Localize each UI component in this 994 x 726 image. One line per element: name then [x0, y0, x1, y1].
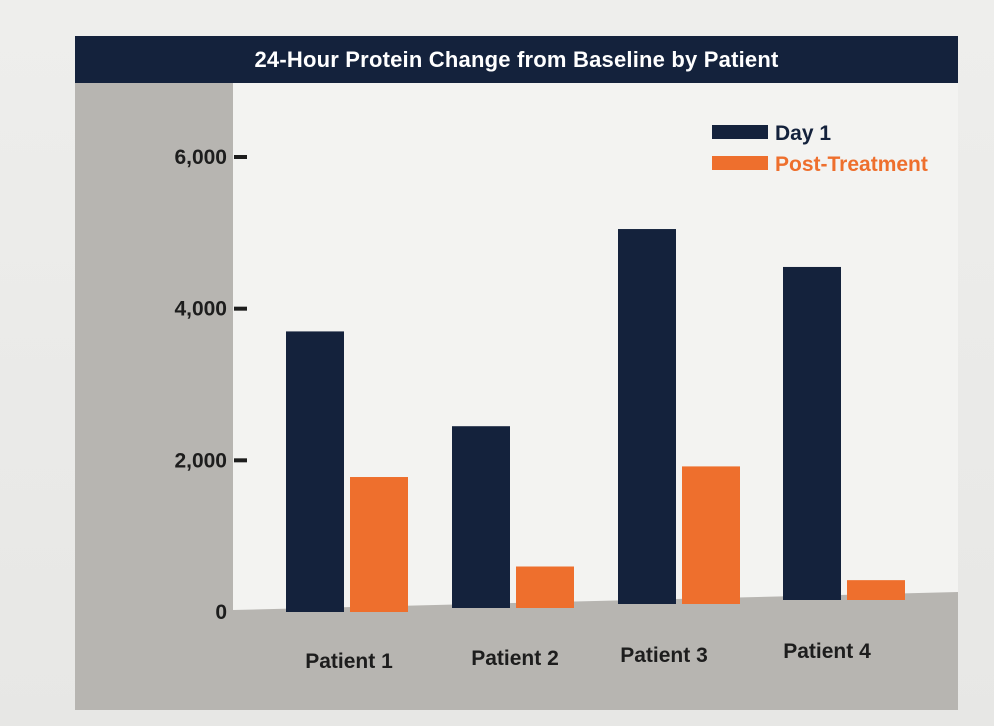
axis-band — [75, 83, 958, 710]
x-category-label: Patient 1 — [305, 650, 393, 673]
bar-day-1-4 — [783, 266, 841, 600]
y-tick-mark — [234, 155, 247, 159]
y-tick-label: 0 — [215, 601, 227, 624]
bar-group — [286, 229, 905, 612]
bar-day-1-2 — [452, 426, 510, 608]
bar-post-treatment-3 — [682, 466, 740, 604]
x-category-label: Patient 3 — [620, 644, 708, 667]
y-tick-label: 4,000 — [174, 298, 227, 321]
chart-title: 24-Hour Protein Change from Baseline by … — [254, 46, 779, 72]
legend: Day 1 Post-Treatment — [712, 122, 928, 176]
y-tick-mark — [234, 306, 247, 311]
legend-swatch — [712, 156, 768, 170]
chart-title-bar: 24-Hour Protein Change from Baseline by … — [75, 36, 958, 83]
bar-day-1-1 — [286, 331, 344, 612]
legend-swatch — [712, 125, 768, 139]
legend-label: Post-Treatment — [775, 153, 928, 176]
x-category-label: Patient 2 — [471, 647, 559, 670]
bar-day-1-3 — [618, 229, 676, 604]
x-category-label: Patient 4 — [783, 640, 871, 663]
bar-post-treatment-1 — [350, 477, 408, 612]
bar-post-treatment-2 — [516, 566, 574, 608]
bar-post-treatment-4 — [847, 580, 905, 600]
y-tick-label: 2,000 — [174, 449, 227, 472]
y-axis: 0 2,000 4,000 6,000 — [174, 146, 247, 624]
y-tick-mark — [234, 458, 247, 463]
legend-label: Day 1 — [775, 122, 831, 145]
y-tick-label: 6,000 — [174, 146, 227, 169]
x-axis: Patient 1 Patient 2 Patient 3 Patient 4 — [305, 640, 871, 673]
